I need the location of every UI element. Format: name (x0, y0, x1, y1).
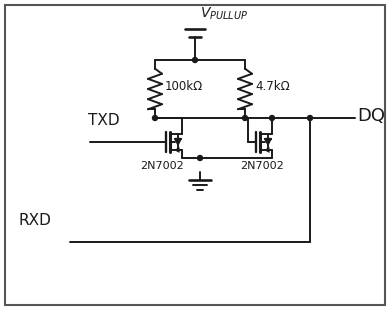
Polygon shape (175, 139, 181, 145)
Text: DQ: DQ (357, 107, 385, 125)
Text: 100kΩ: 100kΩ (165, 79, 203, 92)
Text: $V_{PULLUP}$: $V_{PULLUP}$ (200, 6, 248, 22)
Circle shape (193, 57, 197, 63)
Text: RXD: RXD (18, 213, 51, 228)
Text: 4.7kΩ: 4.7kΩ (255, 79, 290, 92)
Circle shape (269, 116, 275, 121)
Circle shape (307, 116, 312, 121)
Text: 2N7002: 2N7002 (240, 161, 284, 171)
Circle shape (152, 116, 158, 121)
Text: 2N7002: 2N7002 (140, 161, 184, 171)
Polygon shape (265, 139, 271, 145)
Text: TXD: TXD (88, 113, 120, 128)
Circle shape (243, 116, 248, 121)
Circle shape (197, 156, 202, 161)
